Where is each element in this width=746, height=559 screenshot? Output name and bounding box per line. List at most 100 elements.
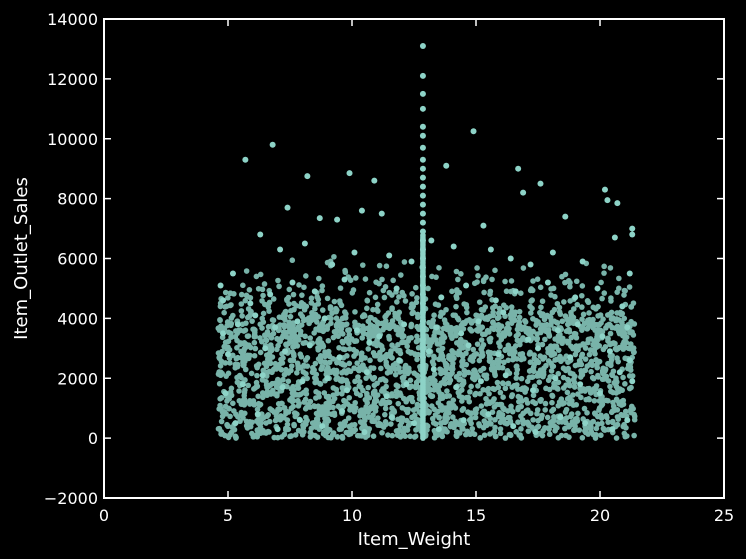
scatter-point — [450, 243, 457, 250]
scatter-point — [438, 294, 445, 301]
scatter-point — [221, 408, 228, 415]
scatter-point — [227, 431, 233, 438]
scatter-point — [309, 364, 316, 371]
scatter-point — [370, 365, 377, 371]
scatter-point — [513, 375, 520, 381]
scatter-point — [227, 413, 233, 420]
scatter-point — [616, 344, 623, 351]
scatter-point — [593, 383, 600, 389]
scatter-point — [265, 383, 272, 390]
scatter-point — [557, 414, 564, 421]
scatter-point — [490, 385, 496, 392]
scatter-point — [465, 409, 471, 415]
scatter-point — [381, 294, 388, 301]
scatter-point — [561, 299, 567, 305]
scatter-point — [311, 288, 318, 295]
scatter-point — [276, 361, 283, 368]
scatter-point — [275, 401, 282, 407]
scatter-point — [510, 423, 517, 430]
scatter-point — [262, 332, 269, 339]
scatter-point — [460, 378, 467, 384]
scatter-point — [444, 388, 450, 394]
scatter-point — [448, 371, 454, 378]
scatter-point — [517, 341, 523, 348]
scatter-point — [407, 394, 414, 401]
scatter-point — [614, 310, 620, 316]
scatter-point — [401, 339, 408, 346]
scatter-point — [490, 309, 496, 316]
scatter-point — [377, 356, 383, 363]
scatter-point — [484, 327, 491, 334]
scatter-point — [608, 357, 615, 363]
scatter-point — [365, 384, 372, 391]
scatter-point — [622, 381, 628, 387]
scatter-point — [428, 323, 435, 330]
scatter-point — [611, 380, 618, 386]
scatter-point — [219, 348, 225, 355]
scatter-point — [415, 403, 422, 409]
scatter-point — [579, 327, 585, 333]
scatter-point — [289, 257, 296, 264]
scatter-point — [358, 352, 365, 358]
scatter-point — [317, 381, 324, 387]
scatter-point — [497, 426, 504, 432]
scatter-point — [341, 397, 347, 404]
y-tick-label: 0 — [88, 429, 98, 448]
scatter-point — [270, 330, 277, 337]
scatter-point — [270, 366, 277, 373]
scatter-point — [449, 288, 455, 295]
scatter-point — [442, 415, 448, 422]
scatter-point — [525, 329, 531, 336]
scatter-point — [529, 287, 536, 294]
scatter-point — [574, 345, 580, 352]
scatter-point — [550, 384, 557, 390]
scatter-point — [428, 237, 435, 244]
scatter-point — [535, 417, 541, 424]
scatter-point — [419, 174, 426, 181]
y-tick-label: 12000 — [47, 70, 98, 89]
scatter-point — [574, 415, 580, 422]
scatter-point — [353, 327, 360, 334]
scatter-point — [413, 338, 420, 345]
scatter-point — [386, 336, 393, 342]
scatter-point — [573, 401, 580, 408]
scatter-point — [474, 279, 480, 285]
scatter-point — [604, 197, 611, 204]
scatter-point — [456, 376, 463, 383]
scatter-point — [391, 322, 397, 329]
scatter-point — [565, 365, 572, 372]
scatter-point — [365, 325, 372, 332]
scatter-point — [302, 333, 308, 340]
scatter-point — [589, 362, 596, 369]
scatter-point — [315, 356, 322, 362]
scatter-point — [610, 419, 616, 426]
scatter-point — [454, 326, 461, 333]
scatter-point — [283, 366, 289, 373]
scatter-point — [276, 314, 283, 320]
scatter-point — [419, 318, 426, 325]
scatter-point — [442, 426, 448, 432]
scatter-point — [527, 359, 534, 366]
scatter-point — [424, 408, 431, 414]
scatter-point — [373, 279, 379, 285]
scatter-point — [442, 375, 448, 382]
scatter-point — [555, 379, 562, 386]
scatter-point — [419, 309, 426, 316]
scatter-point — [407, 377, 414, 384]
scatter-point — [272, 417, 279, 424]
scatter-point — [567, 279, 573, 286]
scatter-point — [372, 294, 379, 301]
scatter-point — [436, 414, 443, 421]
x-tick-label: 0 — [99, 506, 109, 525]
scatter-point — [419, 219, 426, 226]
scatter-point — [519, 350, 526, 357]
scatter-point — [622, 288, 628, 294]
scatter-point — [322, 359, 328, 365]
x-tick-label: 5 — [223, 506, 233, 525]
scatter-point — [270, 296, 277, 302]
scatter-point — [233, 435, 239, 441]
scatter-point — [259, 394, 266, 401]
scatter-point — [516, 398, 522, 405]
scatter-point — [590, 304, 597, 311]
scatter-point — [526, 368, 533, 374]
